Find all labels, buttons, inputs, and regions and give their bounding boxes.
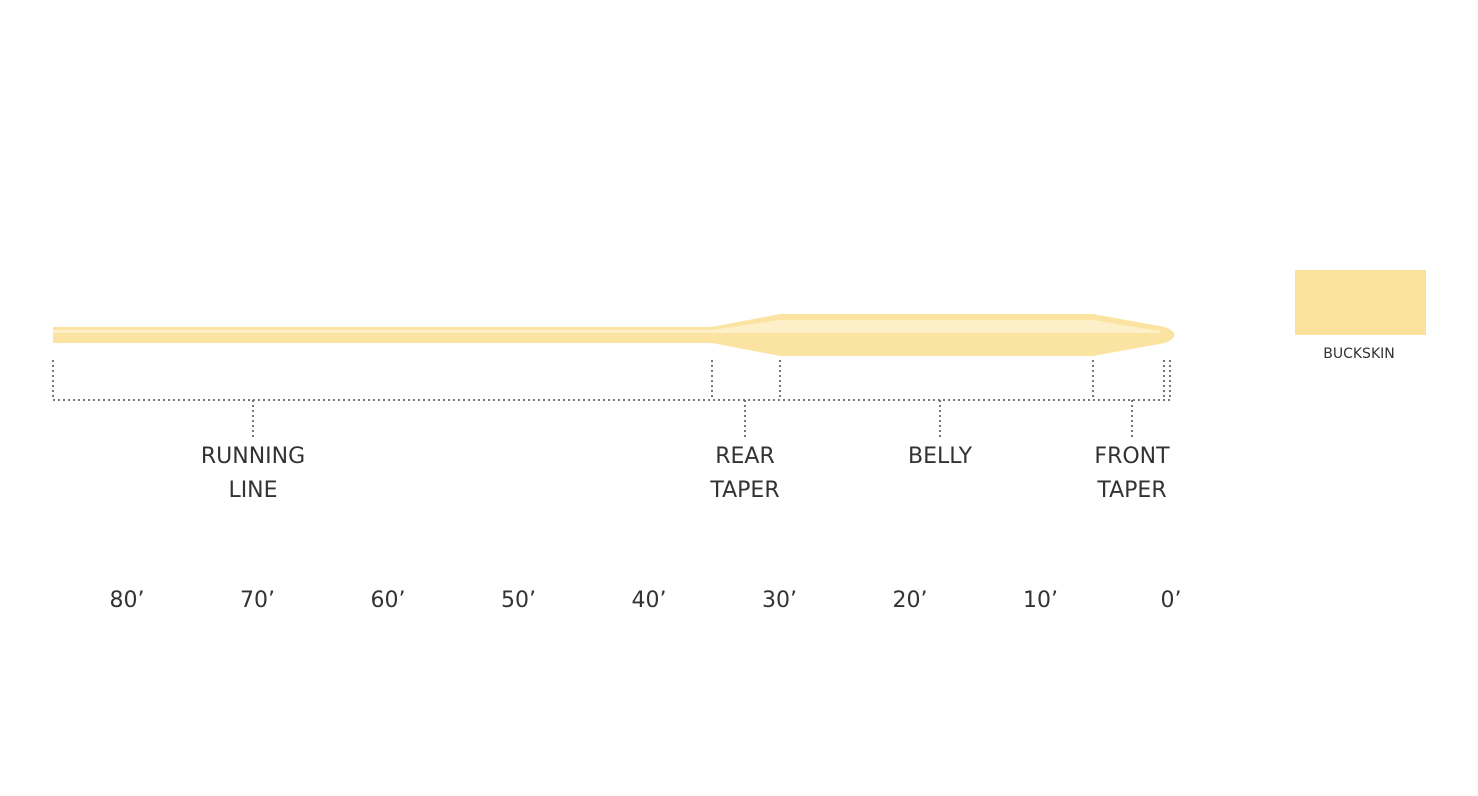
- section-label: RUNNING: [201, 444, 305, 469]
- distance-label: 20’: [893, 588, 928, 613]
- section-label: FRONT: [1094, 444, 1170, 469]
- distance-label: 40’: [632, 588, 667, 613]
- section-label: LINE: [228, 478, 277, 503]
- swatch-label: BUCKSKIN: [1323, 346, 1394, 362]
- distance-label: 0’: [1161, 588, 1182, 613]
- distance-label: 70’: [240, 588, 275, 613]
- distance-label: 60’: [371, 588, 406, 613]
- section-label: BELLY: [908, 444, 973, 469]
- fly-line-highlight: [53, 320, 1160, 333]
- distance-label: 10’: [1023, 588, 1058, 613]
- section-label: TAPER: [1096, 478, 1166, 503]
- dimension-lines: [52, 360, 1171, 401]
- section-label: TAPER: [709, 478, 779, 503]
- color-swatch: [1295, 270, 1426, 335]
- distance-label: 80’: [110, 588, 145, 613]
- distance-label: 30’: [762, 588, 797, 613]
- distance-label: 50’: [501, 588, 536, 613]
- section-label: REAR: [715, 444, 775, 469]
